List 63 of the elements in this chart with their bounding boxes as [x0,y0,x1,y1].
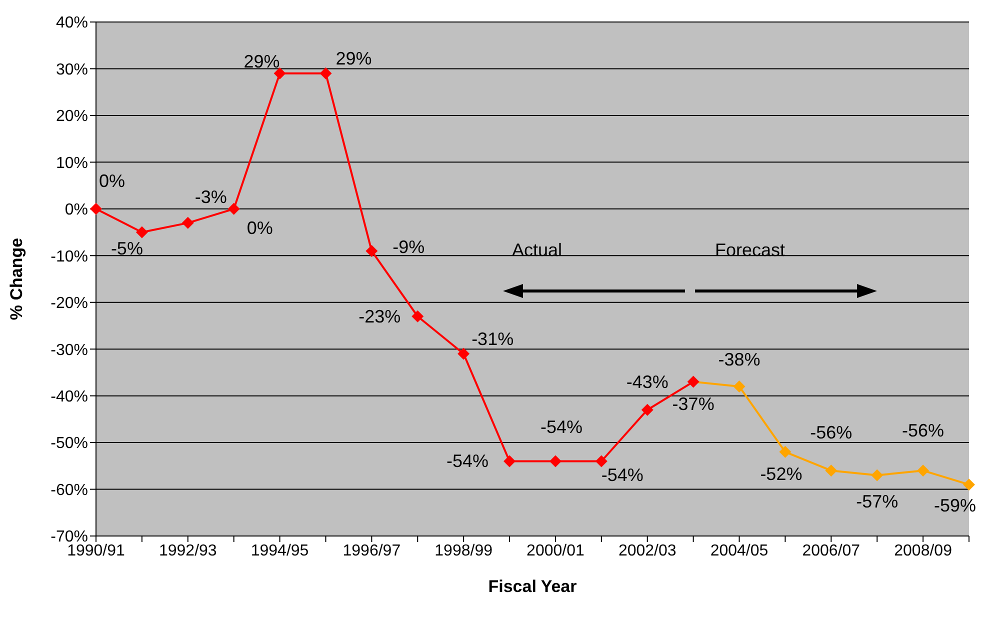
point [458,348,470,360]
point [366,244,378,257]
point [963,478,975,491]
data-label: -38% [718,349,760,370]
data-label: -5% [110,238,143,258]
point [136,226,148,238]
data-label: -57% [856,491,898,512]
x-tick-label: 1996/97 [342,542,401,560]
y-tick-label: -10% [50,248,88,266]
x-tick-label: 1994/95 [250,542,309,560]
data-label: -52% [760,464,802,484]
y-tick-label: 40% [56,14,88,32]
point [641,404,654,416]
data-label: 29% [336,48,372,68]
y-tick-label: -20% [50,295,88,312]
y-tick-label: 0% [64,202,88,219]
data-label: 0% [98,170,126,191]
data-label: -23% [358,306,401,326]
point [274,67,286,80]
x-tick-label: 2000/01 [526,542,584,560]
y-tick-label: 20% [56,108,88,126]
y-tick-label: -50% [50,435,88,452]
point [320,67,332,80]
data-label: -54% [540,417,582,438]
data-label: -37% [672,394,714,414]
x-tick-label: 2006/07 [802,542,860,560]
data-label: 29% [244,51,280,72]
data-label: -54% [446,451,489,472]
point [182,216,194,229]
point [90,202,102,215]
point [504,455,516,468]
data-label: -54% [601,465,644,486]
x-tick-label: 2004/05 [710,542,768,560]
y-axis-title: % Change [7,238,26,320]
point [228,202,240,215]
point [871,469,884,482]
x-tick-label: 2008/09 [894,542,952,560]
point [779,446,792,458]
point [825,464,838,477]
y-tick-label: -40% [50,388,88,406]
y-tick-label: 10% [56,154,88,172]
data-label: -56% [902,420,944,441]
point [687,376,700,388]
data-label: 0% [246,218,273,238]
y-tick-label: -60% [50,482,88,499]
data-label: -31% [472,328,514,349]
data-label: -59% [934,496,976,516]
data-label: -3% [194,186,227,207]
x-axis-title: Fiscal Year [488,577,578,596]
data-label: -9% [392,236,425,257]
y-tick-label: 30% [56,61,88,78]
point [412,310,424,322]
x-tick-label: 2002/03 [618,542,676,560]
x-tick-label: 1998/99 [434,542,493,560]
point [917,464,930,477]
point [549,455,562,468]
data-label: -56% [810,422,852,443]
point [733,380,746,392]
x-tick-label: 1990/91 [67,542,126,560]
data-label: -43% [626,372,668,392]
point [595,455,608,468]
y-tick-label: -30% [50,342,88,359]
x-tick-label: 1992/93 [158,542,217,560]
